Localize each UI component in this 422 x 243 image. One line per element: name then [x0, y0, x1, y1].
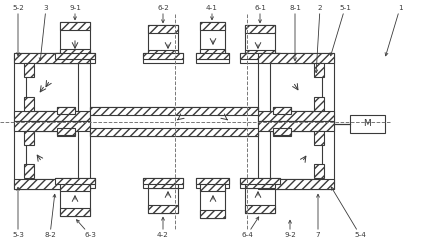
Bar [24, 63, 34, 77]
Bar [258, 53, 334, 121]
Bar [270, 63, 322, 111]
Bar [143, 178, 183, 184]
Bar [196, 178, 229, 184]
Bar [60, 208, 90, 216]
Bar [90, 128, 258, 136]
Bar [314, 164, 324, 178]
Bar [60, 22, 90, 57]
Bar [240, 53, 280, 59]
Bar [148, 25, 178, 33]
Text: 3: 3 [39, 5, 48, 61]
Bar [57, 128, 75, 135]
Bar [24, 131, 34, 145]
Bar [314, 97, 324, 111]
Bar [60, 22, 90, 30]
Text: 6-2: 6-2 [157, 5, 169, 23]
Bar [245, 25, 275, 58]
Bar [55, 178, 95, 188]
Bar [57, 107, 75, 114]
Bar [60, 183, 90, 216]
Text: 6-3: 6-3 [76, 220, 96, 238]
Bar [270, 131, 322, 179]
Bar [196, 178, 229, 188]
Text: 5-4: 5-4 [331, 187, 366, 238]
Bar [60, 183, 90, 191]
Text: 5-2: 5-2 [12, 5, 24, 56]
Bar [200, 210, 225, 218]
Bar [258, 53, 334, 63]
Bar [148, 205, 178, 213]
Bar [240, 178, 280, 188]
Bar [143, 178, 183, 188]
Bar [148, 25, 178, 58]
Bar [200, 22, 225, 57]
Bar [55, 53, 95, 59]
Bar [14, 179, 90, 189]
Bar [258, 111, 334, 121]
Text: 4-1: 4-1 [206, 5, 218, 20]
Bar [245, 25, 275, 33]
Bar [143, 53, 183, 59]
Text: 5-3: 5-3 [12, 187, 24, 238]
Text: 9-2: 9-2 [284, 220, 296, 238]
Bar [14, 53, 90, 63]
Bar [200, 183, 225, 218]
Bar [200, 49, 225, 57]
Bar [258, 179, 334, 189]
Bar [314, 63, 324, 77]
Bar [273, 121, 291, 136]
Bar [14, 121, 90, 189]
Bar [245, 50, 275, 58]
Bar [55, 178, 95, 184]
Text: 8-1: 8-1 [289, 5, 301, 61]
Bar [90, 107, 258, 136]
Text: M: M [363, 120, 371, 129]
Bar [350, 115, 385, 133]
Text: 7: 7 [316, 194, 320, 238]
Bar [90, 107, 258, 115]
Text: 4-2: 4-2 [157, 217, 169, 238]
Bar [245, 180, 275, 188]
Bar [245, 180, 275, 213]
Text: 6-1: 6-1 [254, 5, 266, 23]
Bar [273, 107, 291, 122]
Bar [57, 107, 75, 122]
Bar [26, 131, 78, 179]
Bar [148, 180, 178, 188]
Bar [273, 128, 291, 135]
Text: 6-4: 6-4 [241, 217, 259, 238]
Text: 8-2: 8-2 [44, 194, 56, 238]
Bar [26, 63, 78, 111]
Text: 5-1: 5-1 [330, 5, 351, 56]
Bar [200, 183, 225, 191]
Bar [55, 53, 95, 63]
Bar [273, 107, 291, 114]
Bar [196, 53, 229, 63]
Text: 2: 2 [315, 5, 322, 73]
Bar [14, 121, 90, 131]
Bar [14, 111, 90, 121]
Bar [258, 121, 334, 189]
Bar [258, 121, 334, 131]
Text: 1: 1 [385, 5, 402, 56]
Bar [240, 53, 280, 63]
Bar [24, 164, 34, 178]
Bar [314, 131, 324, 145]
Bar [143, 53, 183, 63]
Bar [60, 49, 90, 57]
Bar [240, 178, 280, 184]
Bar [148, 50, 178, 58]
Bar [245, 205, 275, 213]
Bar [148, 180, 178, 213]
Bar [24, 97, 34, 111]
Bar [57, 121, 75, 136]
Bar [200, 22, 225, 30]
Bar [196, 53, 229, 59]
Text: 9-1: 9-1 [69, 5, 81, 20]
Bar [14, 53, 90, 121]
